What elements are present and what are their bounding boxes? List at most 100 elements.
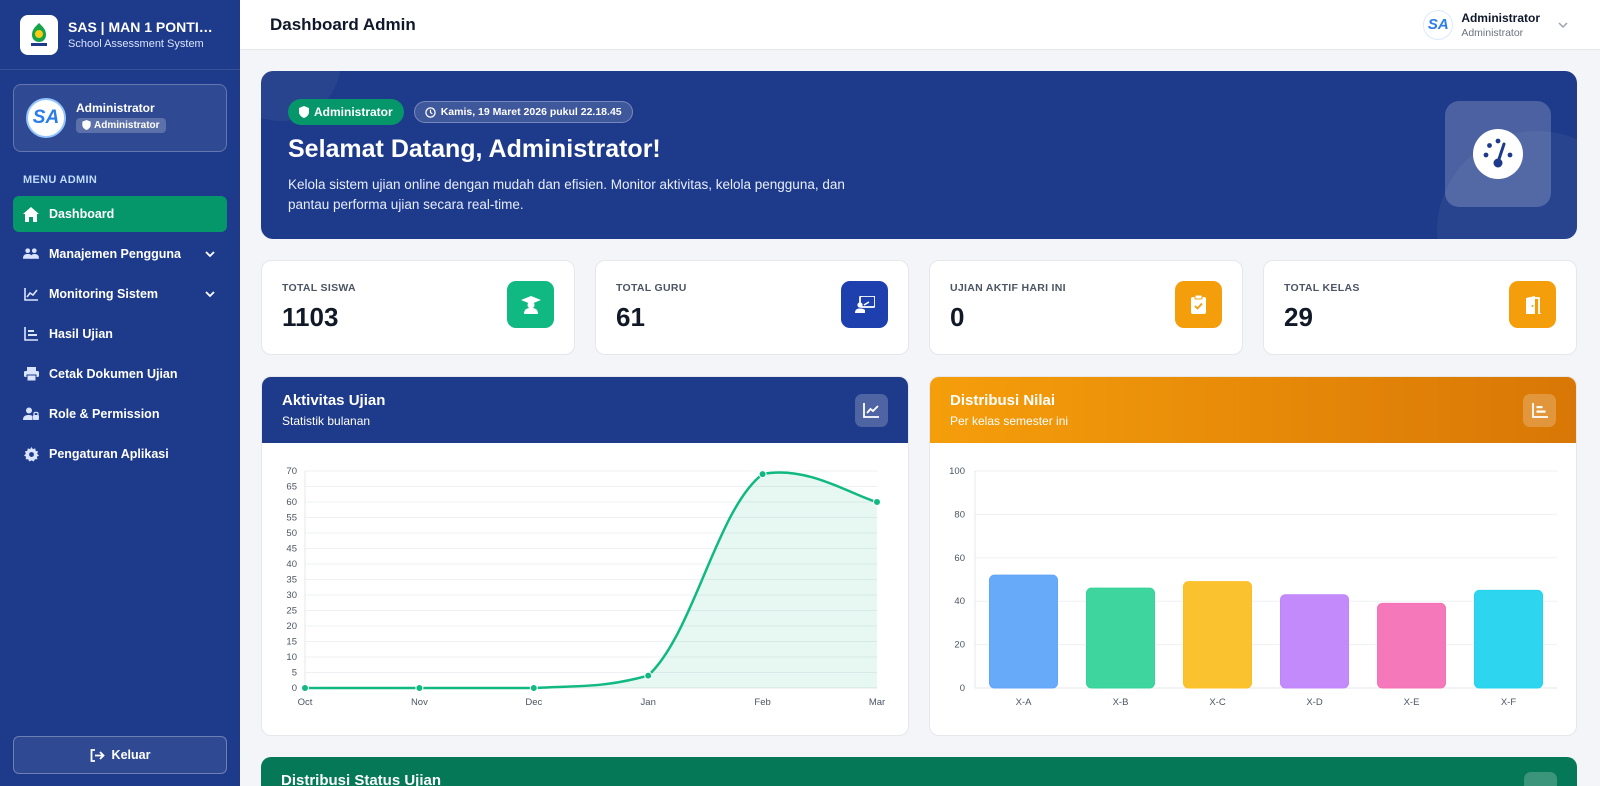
y-tick-label: 70: [286, 466, 297, 477]
stat-value: 1103: [282, 302, 339, 332]
y-tick-label: 10: [286, 652, 297, 663]
x-tick-label: X-E: [1404, 697, 1420, 708]
brand[interactable]: SAS | MAN 1 PONTIANAK School Assessment …: [0, 0, 240, 70]
y-tick-label: 20: [954, 640, 965, 651]
sidebar-item-label: Role & Permission: [49, 407, 160, 421]
activity-line-chart: 0 5 10 15 20 25 30 35 40 45 50 55 60 65 70 Oct Nov Dec Jan…: [286, 466, 885, 708]
profile-card[interactable]: SA Administrator Administrator: [13, 84, 227, 152]
app-subtitle: School Assessment System: [68, 38, 204, 50]
grades-bar-chart: 0 20 40 60 80 100 X-A X-B X-C X-D X-E X-F: [949, 466, 1557, 708]
stat-label: TOTAL SISWA: [282, 282, 356, 294]
bar: [1377, 602, 1446, 689]
x-tick-label: Dec: [525, 697, 542, 708]
y-tick-label: 0: [292, 683, 297, 694]
y-tick-label: 55: [286, 513, 297, 524]
card-header: Distribusi Nilai Per kelas semester ini: [930, 377, 1576, 443]
avatar: SA: [1423, 9, 1454, 40]
x-tick-label: Mar: [869, 697, 885, 708]
card-title: Distribusi Status Ujian: [281, 772, 442, 786]
sidebar-item-role-permission[interactable]: Role & Permission: [13, 396, 227, 432]
x-tick-label: X-B: [1113, 697, 1129, 708]
stat-card-total-kelas: TOTAL KELAS 29: [1263, 260, 1577, 355]
profile-name: Administrator: [76, 100, 155, 115]
data-point: [644, 671, 653, 680]
menu-heading: MENU ADMIN: [23, 174, 98, 186]
logout-button[interactable]: Keluar: [13, 736, 227, 774]
avatar: SA: [26, 98, 66, 138]
welcome-description: Kelola sistem ujian online dengan mudah …: [288, 177, 845, 212]
x-tick-label: Nov: [411, 697, 428, 708]
chevron-down-icon: [205, 291, 215, 298]
bar-list-icon: [1523, 394, 1556, 427]
printer-icon: [23, 366, 39, 382]
sidebar-item-pengaturan-aplikasi[interactable]: Pengaturan Aplikasi: [13, 436, 227, 472]
gear-icon: [23, 446, 39, 462]
y-tick-label: 20: [286, 621, 297, 632]
stat-value: 29: [1284, 302, 1313, 332]
chart-line-icon: [23, 286, 39, 302]
datetime-badge: Kamis, 19 Maret 2026 pukul 22.18.45: [413, 101, 633, 123]
sidebar-item-label: Cetak Dokumen Ujian: [49, 367, 178, 381]
sidebar-item-cetak-dokumen-ujian[interactable]: Cetak Dokumen Ujian: [13, 356, 227, 392]
bar: [1474, 589, 1543, 689]
user-name: Administrator: [1461, 10, 1540, 25]
sidebar-item-dashboard[interactable]: Dashboard: [13, 196, 227, 232]
y-tick-label: 15: [286, 637, 297, 648]
stat-label: TOTAL KELAS: [1284, 282, 1360, 294]
y-tick-label: 80: [954, 509, 965, 520]
sidebar-item-manajemen-pengguna[interactable]: Manajemen Pengguna: [13, 236, 227, 272]
data-point: [529, 684, 538, 692]
data-point: [415, 684, 424, 692]
card-title: Distribusi Nilai: [950, 392, 1056, 409]
datetime-text: Kamis, 19 Maret 2026 pukul 22.18.45: [440, 106, 622, 118]
y-tick-label: 5: [292, 668, 297, 679]
grades-chart-card: Distribusi Nilai Per kelas semester ini …: [929, 376, 1577, 736]
stat-card-total-siswa: TOTAL SISWA 1103: [261, 260, 575, 355]
shield-icon: [82, 120, 91, 131]
user-menu[interactable]: SA Administrator Administrator: [1423, 9, 1570, 40]
y-tick-label: 35: [286, 575, 297, 586]
sidebar-item-label: Pengaturan Aplikasi: [49, 447, 169, 461]
door-icon: [1509, 281, 1556, 328]
y-tick-label: 65: [286, 482, 297, 493]
user-role: Administrator: [1461, 26, 1524, 39]
stat-label: TOTAL GURU: [616, 282, 687, 294]
bar-list-icon: [23, 326, 39, 342]
sidebar-item-label: Dashboard: [49, 207, 115, 221]
app-title: SAS | MAN 1 PONTIANAK: [68, 19, 220, 35]
chevron-down-icon: [205, 251, 215, 258]
user-lock-icon: [23, 406, 39, 422]
page-title: Dashboard Admin: [270, 14, 416, 34]
x-tick-label: Oct: [298, 697, 313, 708]
bar: [989, 574, 1058, 689]
graduate-icon: [507, 281, 554, 328]
card-title: Aktivitas Ujian: [282, 392, 386, 409]
y-tick-label: 50: [286, 528, 297, 539]
y-tick-label: 100: [949, 466, 965, 477]
stat-card-total-guru: TOTAL GURU 61: [595, 260, 909, 355]
y-tick-label: 60: [286, 497, 297, 508]
dashboard-gauge-icon: [1445, 101, 1551, 207]
profile-role-badge: Administrator: [76, 117, 166, 133]
x-tick-label: Jan: [641, 697, 656, 708]
sidebar-item-label: Manajemen Pengguna: [49, 247, 181, 261]
role-badge: Administrator: [288, 99, 404, 125]
data-point: [301, 684, 309, 692]
bar: [1086, 587, 1155, 689]
y-tick-label: 30: [286, 590, 297, 601]
y-tick-label: 60: [954, 553, 965, 564]
data-point: [873, 498, 881, 506]
welcome-title: Selamat Datang, Administrator!: [288, 135, 661, 163]
sidebar-item-label: Hasil Ujian: [49, 327, 113, 341]
clipboard-check-icon: [1175, 281, 1222, 328]
x-tick-label: X-C: [1209, 697, 1226, 708]
logout-icon: [90, 748, 105, 762]
stat-value: 61: [616, 302, 645, 332]
activity-chart-card: Aktivitas Ujian Statistik bulanan 0 5 10 15…: [261, 376, 909, 736]
card-subtitle: Statistik bulanan: [282, 414, 371, 428]
teacher-icon: [841, 281, 888, 328]
sidebar-item-label: Monitoring Sistem: [49, 287, 159, 301]
y-tick-label: 25: [286, 606, 297, 617]
sidebar-item-hasil-ujian[interactable]: Hasil Ujian: [13, 316, 227, 352]
sidebar-item-monitoring-sistem[interactable]: Monitoring Sistem: [13, 276, 227, 312]
